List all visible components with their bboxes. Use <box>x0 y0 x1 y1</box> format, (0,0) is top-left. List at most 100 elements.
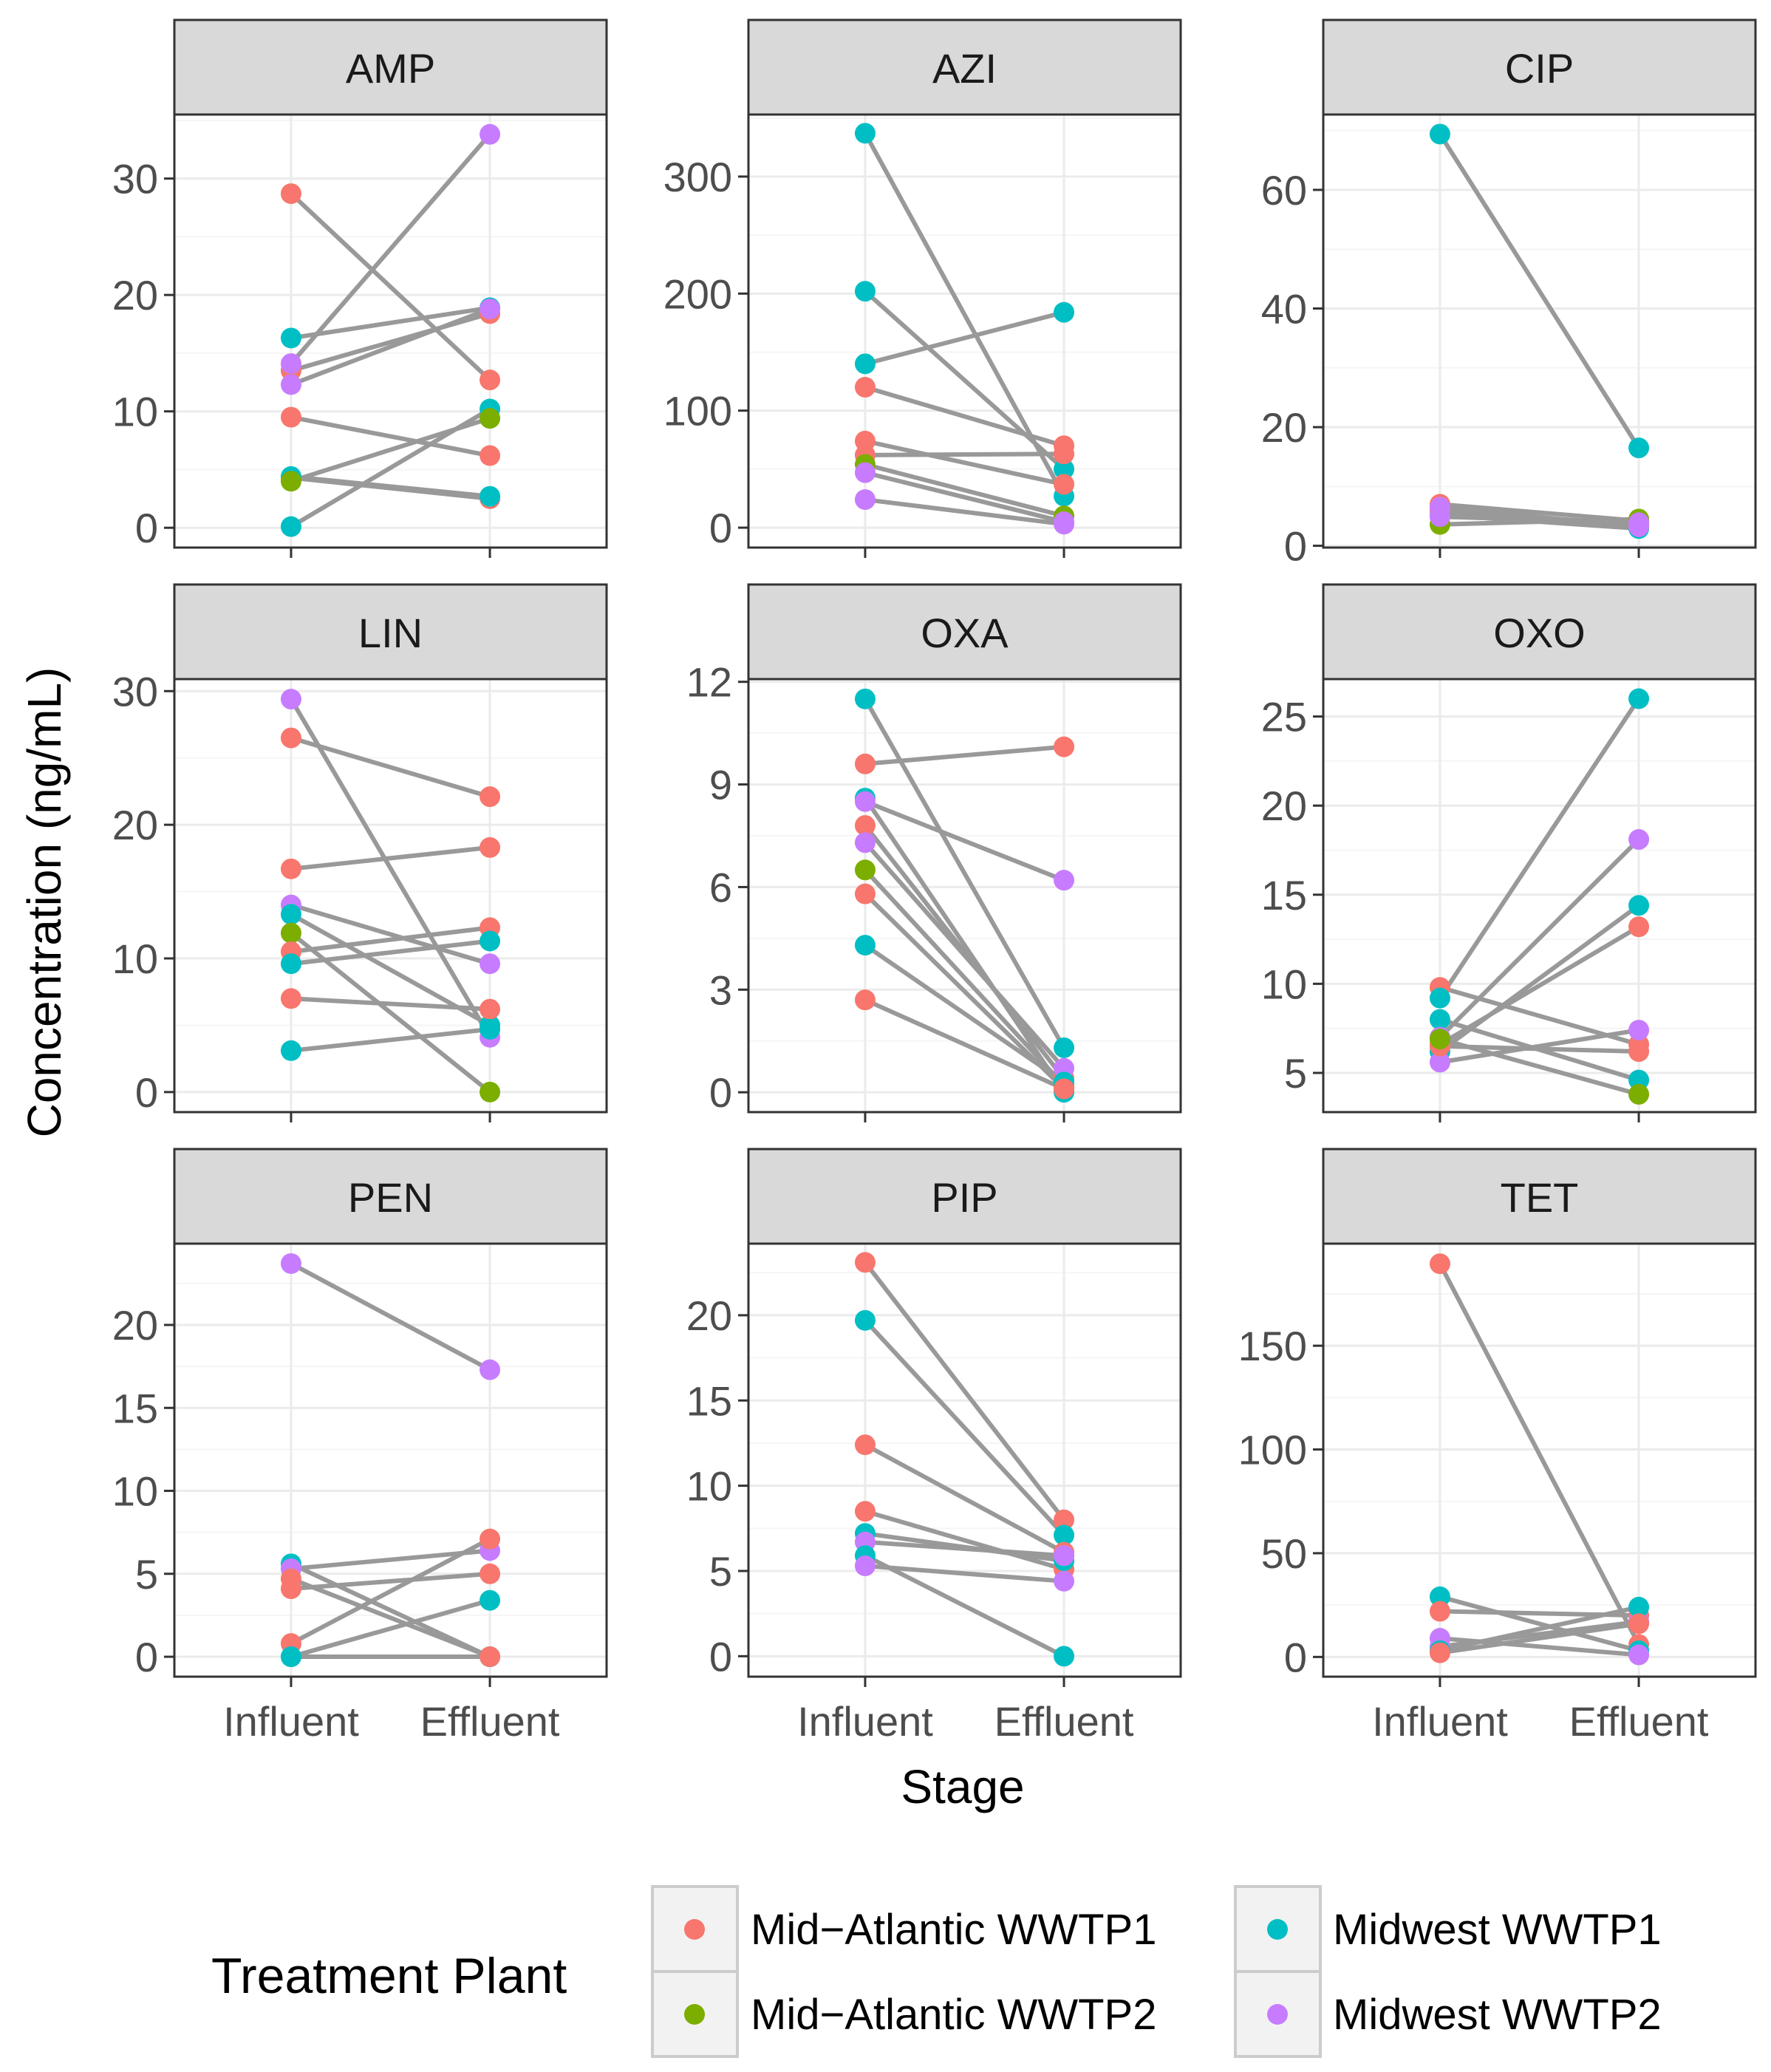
pair-line <box>290 415 491 458</box>
pair-line <box>1438 697 1641 1000</box>
panel-border <box>747 1242 1182 1678</box>
pair-line <box>864 438 1065 487</box>
data-point-mid-atlantic-wwtp1-influent <box>1429 1642 1450 1663</box>
y-tick-label: 40 <box>1261 285 1307 332</box>
x-tick-label: Influent <box>1372 1698 1508 1745</box>
pair-line <box>863 868 1066 1087</box>
data-point-midwest-wwtp1-influent <box>280 953 301 975</box>
y-tick-label: 0 <box>1284 523 1307 570</box>
plot-area <box>748 1244 1181 1677</box>
data-point-mid-atlantic-wwtp2-influent <box>280 922 301 944</box>
y-tick-label: 0 <box>135 1634 158 1680</box>
pair-line <box>864 497 1065 527</box>
data-point-mid-atlantic-wwtp1-influent <box>854 815 876 836</box>
pair-line <box>290 1561 491 1659</box>
x-axis-title: Stage <box>901 1760 1024 1813</box>
data-point-mid-atlantic-wwtp1-effluent <box>1054 1078 1075 1100</box>
data-point-mid-atlantic-wwtp1-influent <box>854 1501 876 1522</box>
y-axis-title: Concentration (ng/mL) <box>18 667 71 1138</box>
x-tick-label: Influent <box>797 1698 933 1745</box>
facet-title: LIN <box>358 610 423 656</box>
facet-title: CIP <box>1505 45 1574 92</box>
legend-entry[interactable]: Mid−Atlantic WWTP2 <box>651 1970 1157 2058</box>
facet-title: AMP <box>346 45 435 92</box>
pair-line <box>1439 1605 1639 1653</box>
data-point-mid-atlantic-wwtp1-influent <box>1429 1253 1450 1275</box>
data-point-midwest-wwtp2-effluent <box>480 953 501 975</box>
y-tick-label: 9 <box>709 762 732 808</box>
facet-pip: PIP 0 5 10 15 20 Influent Effluent <box>686 1148 1182 1745</box>
data-point-midwest-wwtp2-influent <box>280 1253 301 1274</box>
pair-line <box>290 474 491 499</box>
pair-line <box>863 841 1066 1070</box>
pair-line <box>290 1571 491 1591</box>
legend-entry[interactable]: Mid−Atlantic WWTP1 <box>651 1885 1157 1973</box>
panel-border <box>747 113 1182 549</box>
legend-key-midwest-wwtp2 <box>1267 2004 1288 2025</box>
data-point-midwest-wwtp1-effluent <box>480 930 501 952</box>
data-point-midwest-wwtp2-influent <box>854 1555 876 1577</box>
y-tick-label: 20 <box>112 802 158 848</box>
legend-label-mid-atlantic-wwtp1: Mid−Atlantic WWTP1 <box>751 1906 1157 1954</box>
data-point-mid-atlantic-wwtp2-effluent <box>480 1081 501 1103</box>
y-tick-label: 30 <box>112 156 158 202</box>
data-point-mid-atlantic-wwtp2-influent <box>1429 1029 1450 1050</box>
data-point-mid-atlantic-wwtp1-effluent <box>1628 1613 1650 1635</box>
data-point-midwest-wwtp1-effluent <box>480 1018 501 1040</box>
panel-border <box>173 678 608 1114</box>
data-point-mid-atlantic-wwtp1-influent <box>280 727 301 749</box>
facet-title: OXO <box>1493 610 1585 656</box>
data-point-midwest-wwtp1-influent <box>1429 123 1450 145</box>
x-tick-label: Effluent <box>994 1698 1134 1745</box>
legend-entry[interactable]: Midwest WWTP2 <box>1234 1970 1662 2058</box>
y-tick-label: 0 <box>1284 1634 1307 1680</box>
data-point-mid-atlantic-wwtp1-influent <box>854 989 876 1011</box>
data-point-mid-atlantic-wwtp1-effluent <box>480 836 501 858</box>
data-point-mid-atlantic-wwtp1-influent <box>1429 1601 1450 1622</box>
data-point-midwest-wwtp2-effluent <box>1628 1644 1650 1666</box>
data-point-midwest-wwtp1-influent <box>854 688 876 709</box>
legend-entry[interactable]: Midwest WWTP1 <box>1234 1885 1662 1973</box>
data-point-midwest-wwtp1-effluent <box>1054 458 1075 480</box>
data-point-midwest-wwtp1-effluent <box>1628 688 1650 709</box>
data-point-midwest-wwtp1-effluent <box>1054 1646 1075 1667</box>
data-point-mid-atlantic-wwtp1-influent <box>280 1568 301 1589</box>
data-point-mid-atlantic-wwtp1-influent <box>280 183 301 205</box>
pair-line <box>290 1536 491 1646</box>
facet-strip <box>173 583 608 681</box>
data-point-midwest-wwtp2-effluent <box>480 299 501 320</box>
pair-line <box>863 892 1066 1091</box>
data-point-midwest-wwtp1-effluent <box>1054 1524 1075 1546</box>
pair-line <box>864 470 1065 525</box>
data-point-midwest-wwtp2-effluent <box>1628 512 1650 534</box>
data-point-mid-atlantic-wwtp1-influent <box>854 1252 876 1273</box>
y-tick-label: 150 <box>1238 1323 1307 1369</box>
facet-cip: CIP 0 20 40 60 <box>1261 18 1757 570</box>
pair-line <box>289 191 492 382</box>
x-tick-label: Effluent <box>1569 1698 1709 1745</box>
data-point-midwest-wwtp2-effluent <box>1054 870 1075 891</box>
data-point-mid-atlantic-wwtp1-effluent <box>480 1563 501 1584</box>
data-point-midwest-wwtp2-effluent <box>480 1359 501 1380</box>
pair-line <box>1439 1028 1639 1065</box>
data-point-midwest-wwtp2-effluent <box>1628 1020 1650 1041</box>
plot-area <box>1323 115 1755 548</box>
data-point-midwest-wwtp2-influent <box>854 462 876 483</box>
pair-line <box>1439 514 1639 525</box>
y-tick-label: 20 <box>1261 783 1307 829</box>
pair-line <box>1439 1595 1639 1653</box>
pair-line <box>864 310 1065 367</box>
y-tick-label: 50 <box>1261 1530 1307 1577</box>
pair-line <box>864 799 1065 882</box>
y-tick-label: 0 <box>709 1633 732 1680</box>
y-tick-label: 100 <box>663 388 732 434</box>
data-point-mid-atlantic-wwtp1-effluent <box>480 369 501 391</box>
data-point-mid-atlantic-wwtp1-effluent <box>1054 443 1075 465</box>
facet-pen: PEN 0 5 10 15 20 Influent Effluent <box>112 1148 608 1745</box>
legend-key-box <box>651 1970 739 2058</box>
data-point-midwest-wwtp1-influent <box>854 353 876 375</box>
legend-label-mid-atlantic-wwtp2: Mid−Atlantic WWTP2 <box>751 1991 1157 2039</box>
data-point-mid-atlantic-wwtp1-effluent <box>1628 1041 1650 1063</box>
y-tick-label: 10 <box>112 1468 158 1515</box>
